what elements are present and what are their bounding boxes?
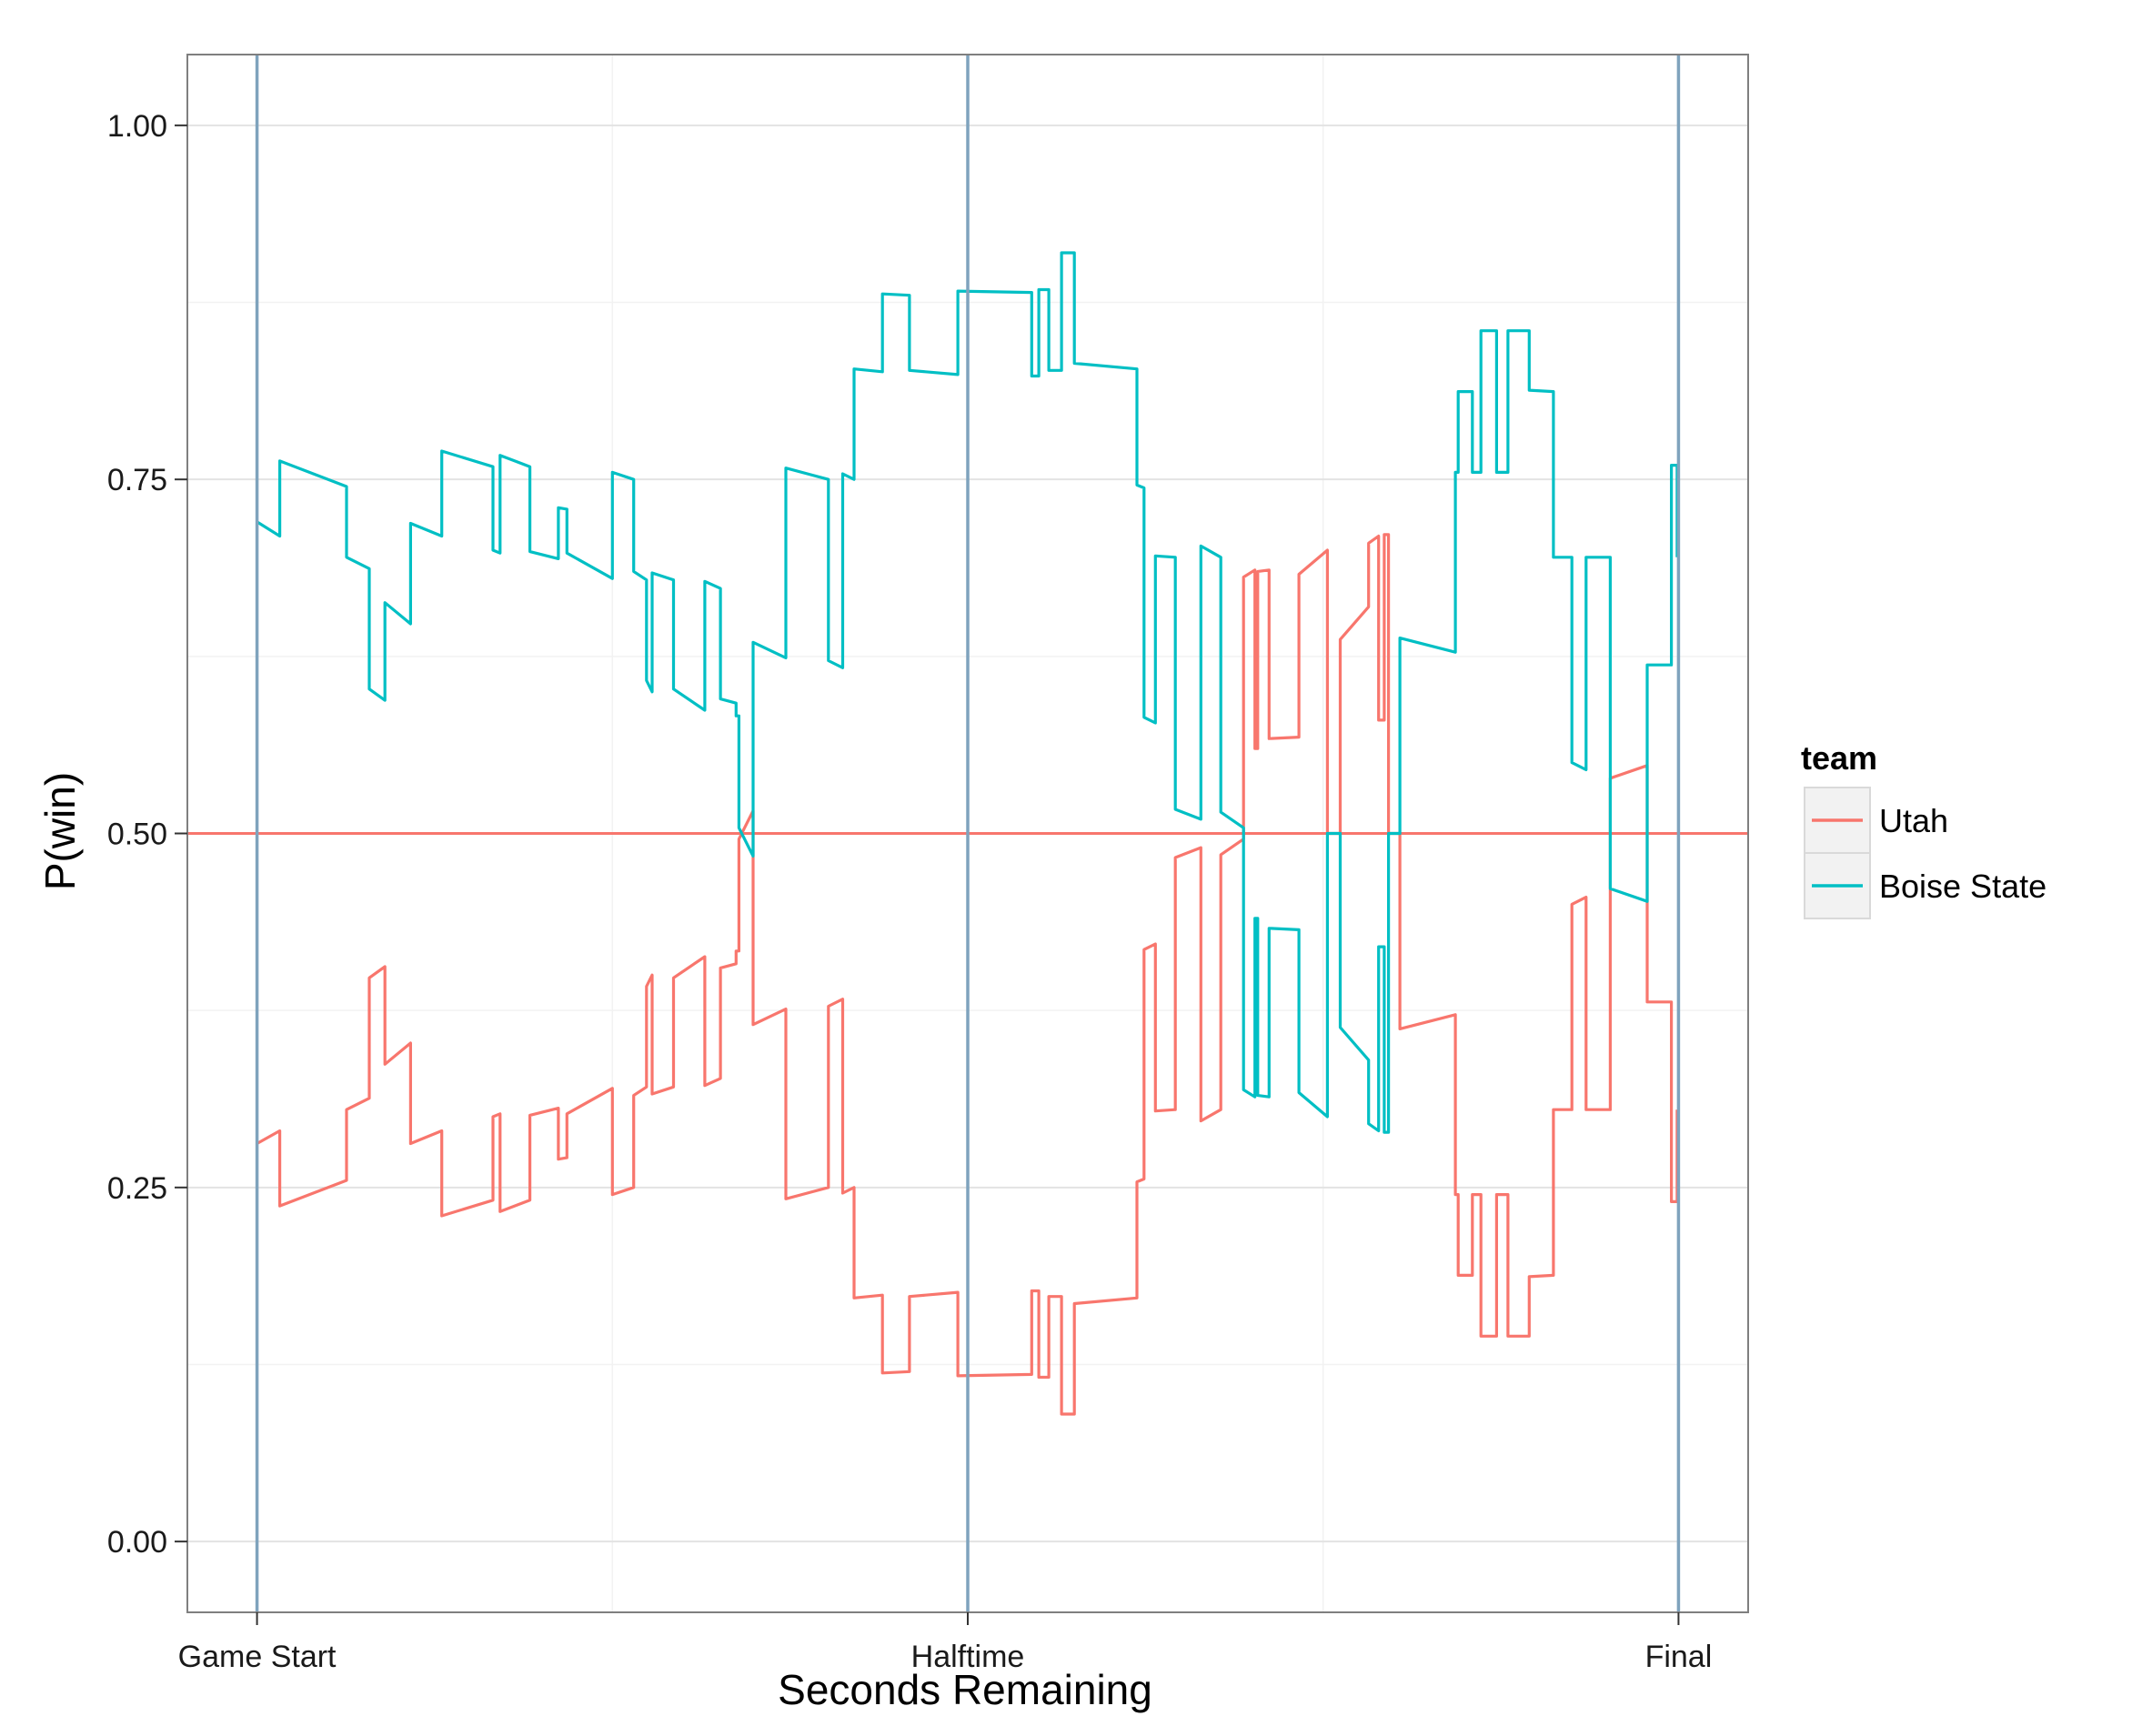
y-tick-label: 0.50 [107, 818, 167, 852]
axes: Seconds Remaining P(win) 0.00 0.25 0.50 0.7… [36, 109, 1712, 1713]
y-tick-label: 0.25 [107, 1171, 167, 1206]
legend-title: team [1801, 739, 1877, 777]
y-axis-title: P(win) [36, 772, 84, 890]
plot-area [186, 54, 1749, 1613]
legend-label: Utah [1879, 802, 1948, 839]
y-tick-label: 1.00 [107, 109, 167, 144]
x-tick-label: Final [1645, 1640, 1713, 1674]
series-line-utah [256, 533, 1679, 1416]
legend: team Utah Boise State [1801, 739, 2046, 919]
y-tick-label: 0.00 [107, 1525, 167, 1560]
series-line-boise-state [256, 251, 1679, 1134]
x-axis-title: Seconds Remaining [778, 1666, 1152, 1713]
legend-label: Boise State [1879, 868, 2046, 905]
y-tick-label: 0.75 [107, 463, 167, 497]
x-tick-label: Game Start [178, 1640, 337, 1674]
x-tick-label: Halftime [911, 1640, 1025, 1674]
